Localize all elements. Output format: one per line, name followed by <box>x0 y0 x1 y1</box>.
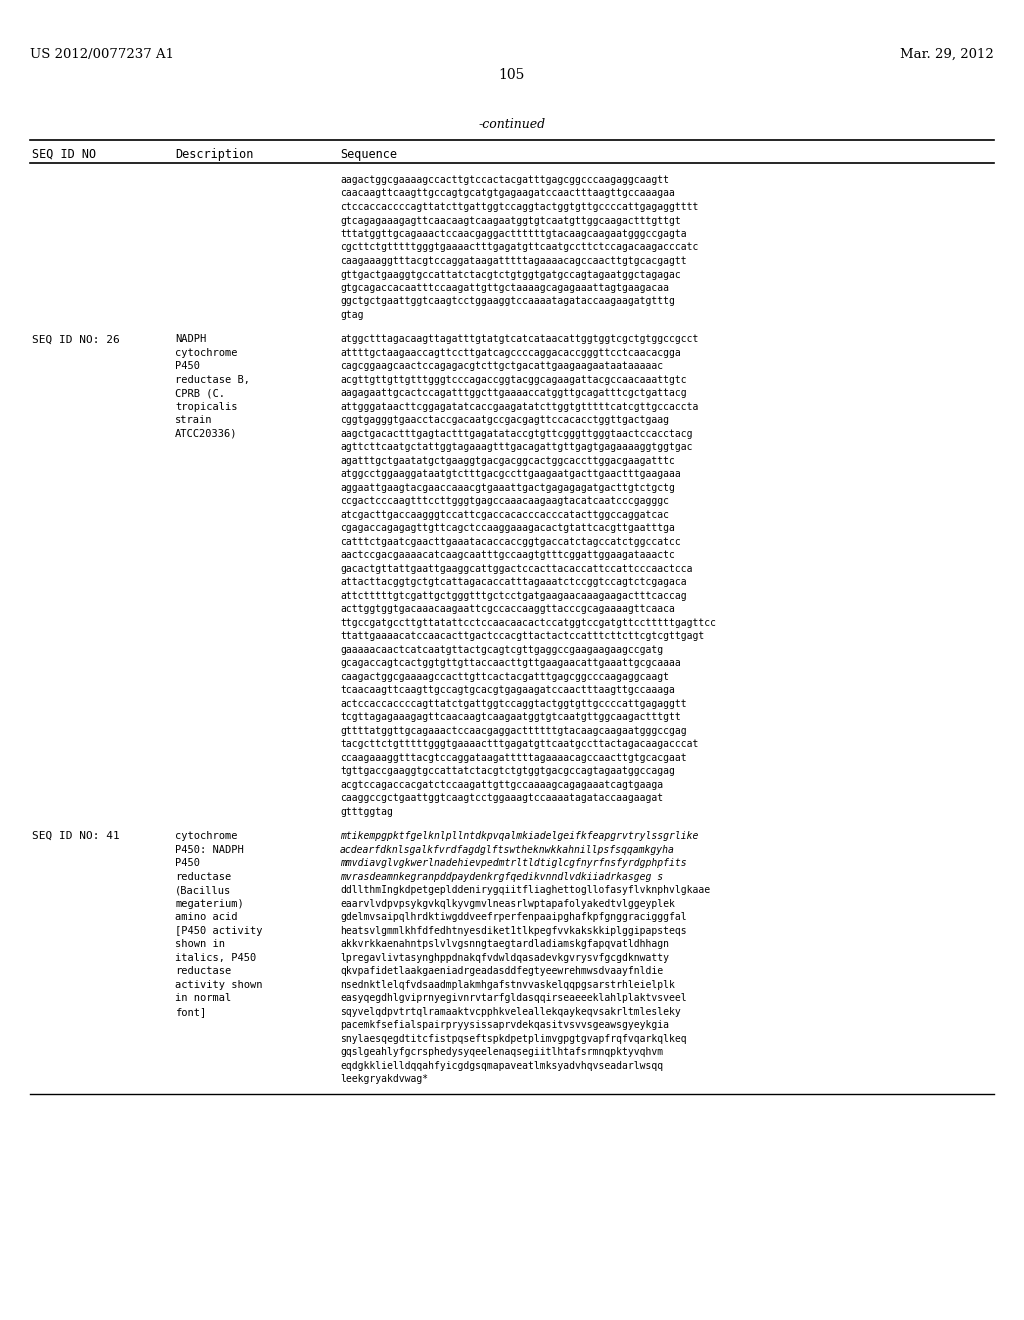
Text: in normal: in normal <box>175 993 231 1003</box>
Text: actccaccaccccagttatctgattggtccaggtactggtgttgccccattgagaggtt: actccaccaccccagttatctgattggtccaggtactggt… <box>340 698 687 709</box>
Text: NADPH: NADPH <box>175 334 206 345</box>
Text: catttctgaatcgaacttgaaatacaccaccggtgaccatctagccatctggccatcc: catttctgaatcgaacttgaaatacaccaccggtgaccat… <box>340 537 681 546</box>
Text: acttggtggtgacaaacaagaattcgccaccaaggttacccgcagaaaagttcaaca: acttggtggtgacaaacaagaattcgccaccaaggttacc… <box>340 605 675 614</box>
Text: tcgttagagaaagagttcaacaagtcaagaatggtgtcaatgttggcaagactttgtt: tcgttagagaaagagttcaacaagtcaagaatggtgtcaa… <box>340 713 681 722</box>
Text: amino acid: amino acid <box>175 912 238 923</box>
Text: mtikempgpktfgelknlpllntdkpvqalmkiadelgeifkfeapgrvtrylssgrlike: mtikempgpktfgelknlpllntdkpvqalmkiadelgei… <box>340 832 698 841</box>
Text: font]: font] <box>175 1007 206 1016</box>
Text: eaarvlvdpvpsykgvkqlkyvgmvlneasrlwptapafolyakedtvlggeyplek: eaarvlvdpvpsykgvkqlkyvgmvlneasrlwptapafo… <box>340 899 675 908</box>
Text: agatttgctgaatatgctgaaggtgacgacggcactggcaccttggacgaagatttc: agatttgctgaatatgctgaaggtgacgacggcactggca… <box>340 455 675 466</box>
Text: caagactggcgaaaagccacttgttcactacgatttgagcggcccaagaggcaagt: caagactggcgaaaagccacttgttcactacgatttgagc… <box>340 672 669 682</box>
Text: aagactggcgaaaagccacttgtccactacgatttgagcggcccaagaggcaagtt: aagactggcgaaaagccacttgtccactacgatttgagcg… <box>340 176 669 185</box>
Text: gqslgeahlyfgcrsphedysyqeelenaqsegiitlhtafsrmnqpktyvqhvm: gqslgeahlyfgcrsphedysyqeelenaqsegiitlhta… <box>340 1047 664 1057</box>
Text: Mar. 29, 2012: Mar. 29, 2012 <box>900 48 994 61</box>
Text: SEQ ID NO: SEQ ID NO <box>32 148 96 161</box>
Text: sqyvelqdpvtrtqlramaaktvcpphkveleallekqaykeqvsakrltmlesleky: sqyvelqdpvtrtqlramaaktvcpphkveleallekqay… <box>340 1007 681 1016</box>
Text: italics, P450: italics, P450 <box>175 953 256 962</box>
Text: gttgactgaaggtgccattatctacgtctgtggtgatgccagtagaatggctagagac: gttgactgaaggtgccattatctacgtctgtggtgatgcc… <box>340 269 681 280</box>
Text: ttgccgatgccttgttatattcctccaacaacactccatggtccgatgttcctttttgagttcc: ttgccgatgccttgttatattcctccaacaacactccatg… <box>340 618 716 628</box>
Text: 105: 105 <box>499 69 525 82</box>
Text: US 2012/0077237 A1: US 2012/0077237 A1 <box>30 48 174 61</box>
Text: Description: Description <box>175 148 253 161</box>
Text: cytochrome: cytochrome <box>175 347 238 358</box>
Text: reductase B,: reductase B, <box>175 375 250 385</box>
Text: gcagaccagtcactggtgttgttaccaacttgttgaagaacattgaaattgcgcaaaa: gcagaccagtcactggtgttgttaccaacttgttgaagaa… <box>340 659 681 668</box>
Text: snylaesqegdtitcfistpqseftspkdpetplimvgpgtgvapfrqfvqarkqlkeq: snylaesqegdtitcfistpqseftspkdpetplimvgpg… <box>340 1034 687 1044</box>
Text: atcgacttgaccaagggtccattcgaccacacccacccatacttggccaggatcac: atcgacttgaccaagggtccattcgaccacacccacccat… <box>340 510 669 520</box>
Text: ctccaccaccccagttatcttgattggtccaggtactggtgttgccccattgagaggtttt: ctccaccaccccagttatcttgattggtccaggtactggt… <box>340 202 698 213</box>
Text: cgagaccagagagttgttcagctccaaggaaagacactgtattcacgttgaatttga: cgagaccagagagttgttcagctccaaggaaagacactgt… <box>340 523 675 533</box>
Text: ccgactcccaagtttccttgggtgagccaaacaagaagtacatcaatcccgagggc: ccgactcccaagtttccttgggtgagccaaacaagaagta… <box>340 496 669 507</box>
Text: acdearfdknlsgalkfvrdfagdglftswtheknwkkahnillpsfsqqamkgyha: acdearfdknlsgalkfvrdfagdglftswtheknwkkah… <box>340 845 675 854</box>
Text: tcaacaagttcaagttgccagtgcacgtgagaagatccaactttaagttgccaaaga: tcaacaagttcaagttgccagtgcacgtgagaagatccaa… <box>340 685 675 696</box>
Text: ccaagaaaggtttacgtccaggataagatttttagaaaacagccaacttgtgcacgaat: ccaagaaaggtttacgtccaggataagatttttagaaaac… <box>340 752 687 763</box>
Text: cytochrome: cytochrome <box>175 832 238 841</box>
Text: aactccgacgaaaacatcaagcaatttgccaagtgtttcggattggaagataaactc: aactccgacgaaaacatcaagcaatttgccaagtgtttcg… <box>340 550 675 560</box>
Text: gtttggtag: gtttggtag <box>340 807 393 817</box>
Text: mvrasdeamnkegranpddpaydenkrgfqedikvnndlvdkiiadrkasgeg s: mvrasdeamnkegranpddpaydenkrgfqedikvnndlv… <box>340 871 664 882</box>
Text: gttttatggttgcagaaactccaacgaggacttttttgtacaagcaagaatgggccgag: gttttatggttgcagaaactccaacgaggacttttttgta… <box>340 726 687 735</box>
Text: mmvdiavglvgkwerlnadehievpedmtrltldtiglcgfnyrfnsfyrdgphpfits: mmvdiavglvgkwerlnadehievpedmtrltldtiglcg… <box>340 858 687 869</box>
Text: eqdgkklielldqqahfyicgdgsqmapaveatlmksyadvhqvseadarlwsqq: eqdgkklielldqqahfyicgdgsqmapaveatlmksyad… <box>340 1060 664 1071</box>
Text: aagctgacactttgagtactttgagatataccgtgttcgggttgggtaactccacctacg: aagctgacactttgagtactttgagatataccgtgttcgg… <box>340 429 692 438</box>
Text: caaggccgctgaattggtcaagtcctggaaagtccaaaatagataccaagaagat: caaggccgctgaattggtcaagtcctggaaagtccaaaat… <box>340 793 664 804</box>
Text: gtgcagaccacaatttccaagattgttgctaaaagcagagaaattagtgaagacaa: gtgcagaccacaatttccaagattgttgctaaaagcagag… <box>340 282 669 293</box>
Text: gaaaaacaactcatcaatgttactgcagtcgttgaggccgaagaagaagccgatg: gaaaaacaactcatcaatgttactgcagtcgttgaggccg… <box>340 644 664 655</box>
Text: reductase: reductase <box>175 966 231 975</box>
Text: gtag: gtag <box>340 310 364 319</box>
Text: attacttacggtgctgtcattagacaccatttagaaatctccggtccagtctcgagaca: attacttacggtgctgtcattagacaccatttagaaatct… <box>340 577 687 587</box>
Text: gacactgttattgaattgaaggcattggactccacttacaccattccattcccaactcca: gacactgttattgaattgaaggcattggactccacttaca… <box>340 564 692 574</box>
Text: atggctttagacaagttagatttgtatgtcatcataacattggtggtcgctgtggccgcct: atggctttagacaagttagatttgtatgtcatcataacat… <box>340 334 698 345</box>
Text: attttgctaagaaccagttccttgatcagccccaggacaccgggttcctcaacacgga: attttgctaagaaccagttccttgatcagccccaggacac… <box>340 347 681 358</box>
Text: strain: strain <box>175 416 213 425</box>
Text: SEQ ID NO: 26: SEQ ID NO: 26 <box>32 334 120 345</box>
Text: tttatggttgcagaaactccaacgaggacttttttgtacaagcaagaatgggccgagta: tttatggttgcagaaactccaacgaggacttttttgtaca… <box>340 228 687 239</box>
Text: leekgryakdvwag*: leekgryakdvwag* <box>340 1074 428 1084</box>
Text: -continued: -continued <box>478 117 546 131</box>
Text: reductase: reductase <box>175 871 231 882</box>
Text: shown in: shown in <box>175 939 225 949</box>
Text: ddllthmIngkdpetgeplddenirygqiitfliaghettogllofasyflvknphvlgkaae: ddllthmIngkdpetgeplddenirygqiitfliaghett… <box>340 886 710 895</box>
Text: activity shown: activity shown <box>175 979 262 990</box>
Text: aagagaattgcactccagatttggcttgaaaaccatggttgcagatttcgctgattacg: aagagaattgcactccagatttggcttgaaaaccatggtt… <box>340 388 687 399</box>
Text: tropicalis: tropicalis <box>175 401 238 412</box>
Text: heatsvlgmmlkhfdfedhtnyesdiket1tlkpegfvvkakskkiplggipapsteqs: heatsvlgmmlkhfdfedhtnyesdiket1tlkpegfvvk… <box>340 925 687 936</box>
Text: acgttgttgttgtttgggtcccagaccggtacggcagaagattacgccaacaaattgtc: acgttgttgttgtttgggtcccagaccggtacggcagaag… <box>340 375 687 385</box>
Text: cgcttctgtttttgggtgaaaactttgagatgttcaatgccttctccagacaagacccatc: cgcttctgtttttgggtgaaaactttgagatgttcaatgc… <box>340 243 698 252</box>
Text: acgtccagaccacgatctccaagattgttgccaaaagcagagaaatcagtgaaga: acgtccagaccacgatctccaagattgttgccaaaagcag… <box>340 780 664 789</box>
Text: pacemkfsefialspairpryysissaprvdekqasitvsvvsgeawsgyeykgia: pacemkfsefialspairpryysissaprvdekqasitvs… <box>340 1020 669 1030</box>
Text: caagaaaggtttacgtccaggataagatttttagaaaacagccaacttgtgcacgagtt: caagaaaggtttacgtccaggataagatttttagaaaaca… <box>340 256 687 267</box>
Text: P450: NADPH: P450: NADPH <box>175 845 244 854</box>
Text: atggcctggaaggataatgtctttgacgccttgaagaatgacttgaactttgaagaaa: atggcctggaaggataatgtctttgacgccttgaagaatg… <box>340 470 681 479</box>
Text: attctttttgtcgattgctgggtttgctcctgatgaagaacaaagaagactttcaccag: attctttttgtcgattgctgggtttgctcctgatgaagaa… <box>340 591 687 601</box>
Text: Sequence: Sequence <box>340 148 397 161</box>
Text: SEQ ID NO: 41: SEQ ID NO: 41 <box>32 832 120 841</box>
Text: caacaagttcaagttgccagtgcatgtgagaagatccaactttaagttgccaaagaa: caacaagttcaagttgccagtgcatgtgagaagatccaac… <box>340 189 675 198</box>
Text: tacgcttctgtttttgggtgaaaactttgagatgttcaatgccttactagacaagacccat: tacgcttctgtttttgggtgaaaactttgagatgttcaat… <box>340 739 698 750</box>
Text: qkvpafidetlaakgaeniadrgeadasddfegtyeewrehmwsdvaayfnldie: qkvpafidetlaakgaeniadrgeadasddfegtyeewre… <box>340 966 664 975</box>
Text: aggaattgaagtacgaaccaaacgtgaaattgactgagagagatgacttgtctgctg: aggaattgaagtacgaaccaaacgtgaaattgactgagag… <box>340 483 675 492</box>
Text: ttattgaaaacatccaacacttgactccacgttactactccatttcttcttcgtcgttgagt: ttattgaaaacatccaacacttgactccacgttactactc… <box>340 631 705 642</box>
Text: megaterium): megaterium) <box>175 899 244 908</box>
Text: (Bacillus: (Bacillus <box>175 886 231 895</box>
Text: P450: P450 <box>175 362 200 371</box>
Text: P450: P450 <box>175 858 200 869</box>
Text: lpregavlivtasynghppdnakqfvdwldqasadevkgvrysvfgcgdknwatty: lpregavlivtasynghppdnakqfvdwldqasadevkgv… <box>340 953 669 962</box>
Text: ggctgctgaattggtcaagtcctggaaggtccaaaatagataccaagaagatgtttg: ggctgctgaattggtcaagtcctggaaggtccaaaataga… <box>340 297 675 306</box>
Text: cagcggaagcaactccagagacgtcttgctgacattgaagaagaataataaaaac: cagcggaagcaactccagagacgtcttgctgacattgaag… <box>340 362 664 371</box>
Text: ATCC20336): ATCC20336) <box>175 429 238 438</box>
Text: nsednktlelqfvdsaadmplakmhgafstnvvaskelqqpgsarstrhleielplk: nsednktlelqfvdsaadmplakmhgafstnvvaskelqq… <box>340 979 675 990</box>
Text: akkvrkkaenahntpslvlvgsnngtaegtardladiamskgfapqvatldhhagn: akkvrkkaenahntpslvlvgsnngtaegtardladiams… <box>340 939 669 949</box>
Text: tgttgaccgaaggtgccattatctacgtctgtggtgacgccagtagaatggccagag: tgttgaccgaaggtgccattatctacgtctgtggtgacgc… <box>340 767 675 776</box>
Text: CPRB (C.: CPRB (C. <box>175 388 225 399</box>
Text: cggtgagggtgaacctaccgacaatgccgacgagttccacacctggttgactgaag: cggtgagggtgaacctaccgacaatgccgacgagttccac… <box>340 416 669 425</box>
Text: gtcagagaaagagttcaacaagtcaagaatggtgtcaatgttggcaagactttgttgt: gtcagagaaagagttcaacaagtcaagaatggtgtcaatg… <box>340 215 681 226</box>
Text: gdelmvsaipqlhrdktiwgddveefrperfenpaaipghafkpfgnggracigggfal: gdelmvsaipqlhrdktiwgddveefrperfenpaaipgh… <box>340 912 687 923</box>
Text: [P450 activity: [P450 activity <box>175 925 262 936</box>
Text: easyqegdhlgviprnyegivnrvtarfgldasqqirseaeeeklahlplaktvsveel: easyqegdhlgviprnyegivnrvtarfgldasqqirsea… <box>340 993 687 1003</box>
Text: agttcttcaatgctattggtagaaagtttgacagattgttgagtgagaaaaggtggtgac: agttcttcaatgctattggtagaaagtttgacagattgtt… <box>340 442 692 453</box>
Text: attgggataacttcggagatatcaccgaagatatcttggtgtttttcatcgttgccaccta: attgggataacttcggagatatcaccgaagatatcttggt… <box>340 401 698 412</box>
